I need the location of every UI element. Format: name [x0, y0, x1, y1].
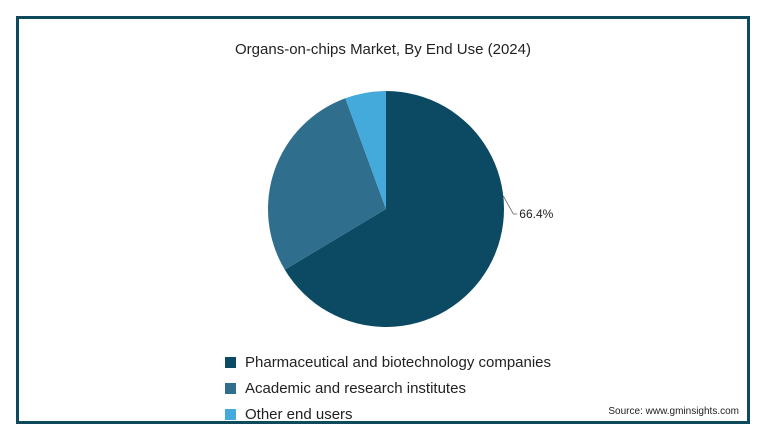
chart-title: Organs-on-chips Market, By End Use (2024… [235, 41, 531, 58]
data-label-leader [502, 195, 518, 215]
source-note: Source: www.gminsights.com [608, 406, 739, 417]
legend-swatch [225, 356, 236, 368]
legend-item: Academic and research institutes [225, 375, 551, 401]
pie-slice [345, 91, 386, 209]
data-label: 66.4% [519, 207, 553, 221]
legend: Pharmaceutical and biotechnology compani… [225, 349, 551, 427]
pie-slice [268, 98, 386, 270]
pie-chart: 66.4% [268, 91, 554, 328]
legend-label: Academic and research institutes [245, 379, 466, 397]
pie-slice [284, 91, 504, 328]
legend-item: Pharmaceutical and biotechnology compani… [225, 349, 551, 375]
legend-item: Other end users [225, 401, 551, 427]
chart-frame: Organs-on-chips Market, By End Use (2024… [16, 16, 750, 424]
legend-label: Pharmaceutical and biotechnology compani… [245, 353, 552, 371]
legend-swatch [225, 408, 236, 420]
legend-label: Other end users [245, 405, 353, 423]
legend-swatch [225, 382, 236, 394]
